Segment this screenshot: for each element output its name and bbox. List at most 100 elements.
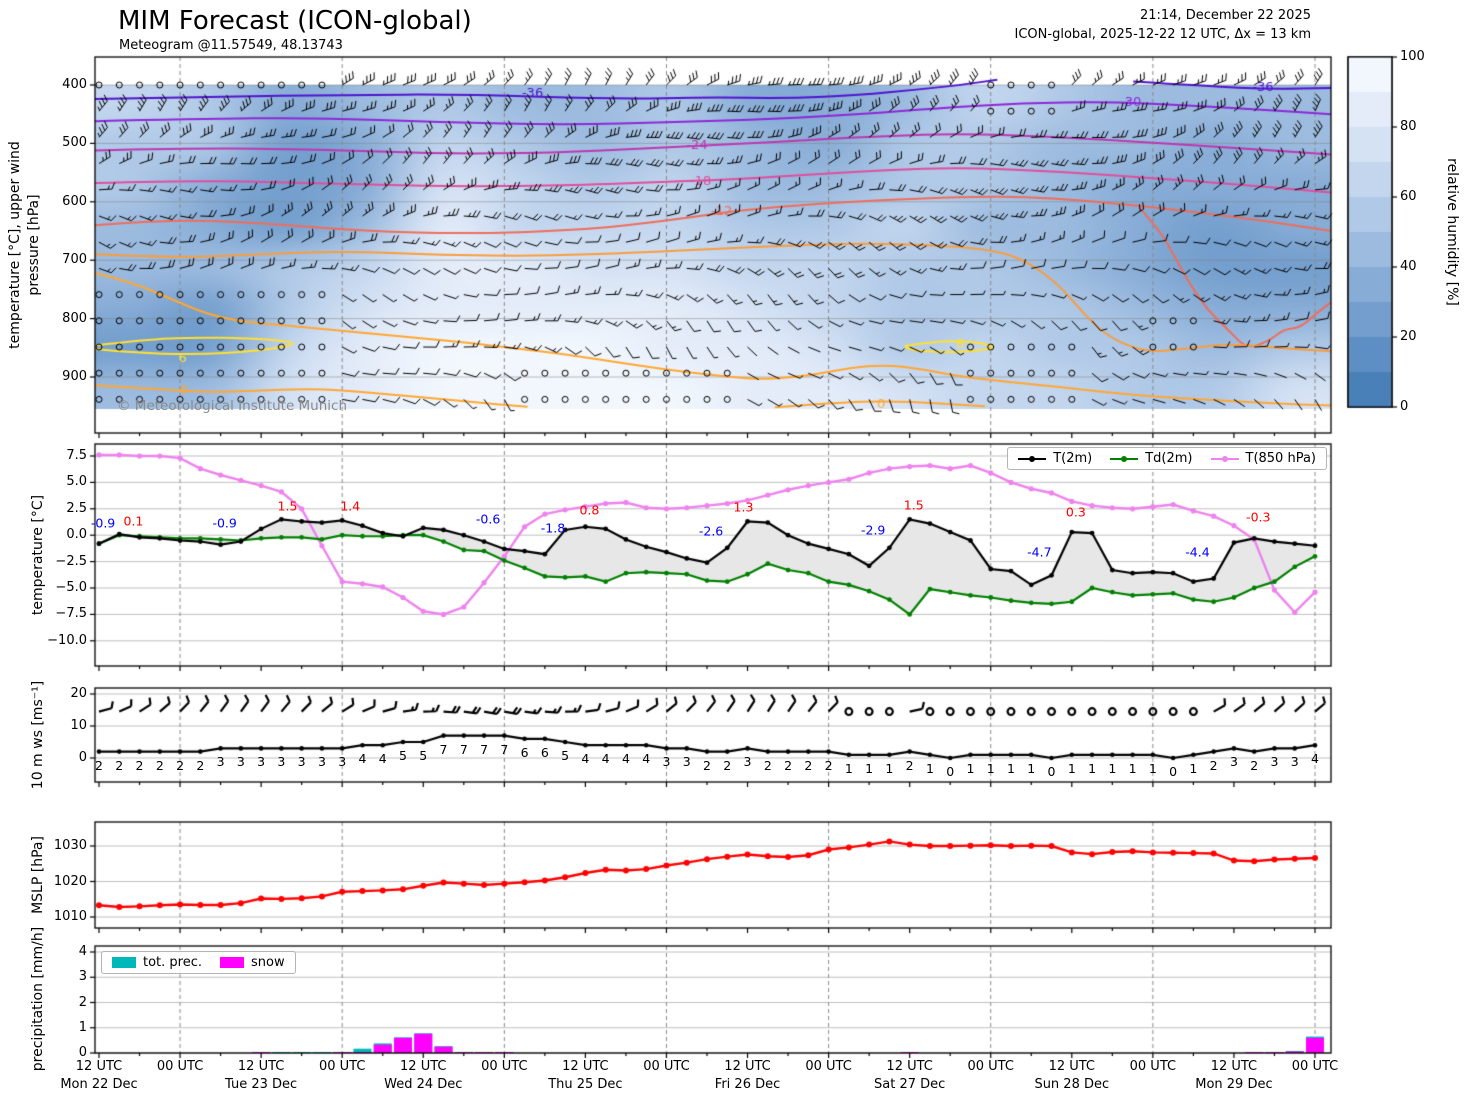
wind-speed-value-label: 4 (1311, 751, 1319, 767)
wind-speed-value-label: 0 (1169, 764, 1178, 779)
wind-speed-value-label: 1 (1148, 760, 1157, 776)
x-day-label: Thu 25 Dec (548, 1077, 623, 1092)
wind-speed-value-label: 3 (236, 754, 245, 770)
precipitation-legend: tot. prec. snow (101, 951, 296, 974)
wind-speed-value-label: 3 (317, 754, 326, 770)
x-tick-label: 00 UTC (1291, 1059, 1339, 1074)
x-tick-label: 00 UTC (805, 1059, 852, 1074)
precip-tick-label: 1 (78, 1019, 87, 1035)
daily-max-annotation: -0.3 (1246, 509, 1271, 525)
wind-speed-value-label: 3 (277, 754, 286, 770)
wind-speed-value-label: 1 (1027, 760, 1036, 776)
tot-prec-swatch-icon (112, 957, 136, 968)
legend-label-t850: T(850 hPa) (1245, 451, 1317, 466)
wind-speed-value-label: 3 (216, 754, 225, 770)
wind-speed-value-label: 4 (358, 751, 367, 767)
temperature-tick-label: 2.5 (66, 500, 87, 516)
legend-label-t2m: T(2m) (1053, 451, 1093, 466)
wind-speed-value-label: 3 (1229, 754, 1238, 770)
daily-max-annotation: 0.3 (1065, 504, 1086, 520)
subtitle-coordinates: Meteogram @11.57549, 48.13743 (119, 38, 343, 53)
wind-speed-value-label: 0 (946, 764, 955, 779)
x-tick-label: 12 UTC (75, 1059, 123, 1074)
legend-item-t2m: T(2m) (1018, 451, 1092, 466)
wind-speed-value-label: 7 (459, 741, 468, 757)
x-tick-label: 00 UTC (318, 1059, 366, 1074)
wind-speed-value-label: 1 (986, 760, 995, 776)
wind-speed-value-label: 3 (338, 754, 347, 770)
snow-swatch-icon (220, 957, 245, 968)
temperature-legend: T(2m) Td(2m) T(850 hPa) (1007, 447, 1327, 470)
daily-min-annotation: -0.9 (90, 515, 116, 531)
humidity-tick-label: 60 (1400, 189, 1417, 204)
humidity-tick-label: 40 (1400, 259, 1417, 274)
wind-speed-value-label: 2 (196, 757, 205, 773)
legend-label-snow: snow (251, 955, 285, 970)
temperature-tick-label: −10.0 (47, 632, 87, 648)
x-tick-label: 12 UTC (724, 1059, 771, 1074)
x-day-label: Mon 29 Dec (1195, 1077, 1273, 1092)
wind-speed-value-label: 1 (1067, 760, 1076, 776)
legend-label-td2m: Td(2m) (1145, 451, 1193, 466)
x-day-label: Fri 26 Dec (714, 1077, 781, 1092)
copyright-notice: © Meteorological Institute Munich (117, 398, 348, 414)
wind-tick-label: 10 (70, 718, 87, 733)
wind-speed-value-label: 4 (601, 751, 610, 767)
pressure-tick-label: 800 (62, 310, 87, 326)
mslp-tick-label: 1010 (53, 909, 87, 924)
daily-min-annotation: -0.6 (475, 511, 501, 527)
pressure-tick-label: 900 (62, 369, 87, 384)
t850-line-icon (1210, 455, 1239, 463)
x-tick-label: 00 UTC (967, 1059, 1014, 1074)
wind-speed-value-label: 4 (642, 751, 651, 767)
x-tick-label: 12 UTC (1048, 1059, 1096, 1074)
wind-speed-value-label: 3 (297, 754, 306, 770)
wind-speed-value-label: 7 (500, 741, 509, 757)
x-tick-label: 00 UTC (481, 1059, 528, 1074)
wind-speed-value-label: 1 (1007, 760, 1015, 776)
wind-speed-value-label: 4 (581, 751, 590, 767)
legend-item-totprec: tot. prec. (112, 955, 202, 970)
wind-speed-value-label: 2 (115, 757, 124, 773)
legend-item-t850: T(850 hPa) (1210, 451, 1317, 466)
precip-tick-label: 0 (78, 1045, 87, 1060)
wind-speed-value-label: 2 (95, 757, 103, 773)
daily-min-annotation: -2.6 (698, 523, 724, 539)
x-day-label: Tue 23 Dec (225, 1077, 298, 1092)
wind-tick-label: 0 (78, 750, 87, 765)
temperature-tick-label: 0.0 (66, 527, 87, 543)
wind-speed-value-label: 1 (925, 760, 934, 776)
wind-speed-value-label: 6 (540, 744, 549, 760)
pressure-tick-label: 600 (62, 193, 87, 209)
wind-speed-value-label: 2 (763, 757, 772, 773)
page-title: MIM Forecast (ICON-global) (118, 6, 472, 36)
wind-speed-value-label: 2 (784, 757, 793, 773)
wind-speed-value-label: 2 (723, 757, 732, 773)
daily-min-annotation: -4.7 (1027, 544, 1052, 560)
upper-air-ylabel-line2: pressure [hPa] (26, 194, 42, 296)
x-tick-label: 00 UTC (1129, 1059, 1177, 1074)
wind-speed-value-label: 3 (662, 754, 671, 770)
x-day-label: Wed 24 Dec (384, 1077, 463, 1092)
issue-time: 21:14, December 22 2025 (1139, 8, 1311, 23)
colorbar-label: relative humidity [%] (1444, 158, 1460, 306)
temperature-tick-label: 7.5 (66, 448, 87, 463)
humidity-tick-label: 80 (1400, 119, 1417, 134)
wind-speed-value-label: 4 (378, 751, 387, 767)
humidity-tick-label: 0 (1400, 399, 1409, 414)
daily-min-annotation: -2.9 (860, 522, 886, 538)
humidity-tick-label: 20 (1400, 329, 1417, 344)
x-day-label: Sat 27 Dec (874, 1077, 946, 1092)
wind-speed-value-label: 3 (743, 754, 752, 770)
legend-item-td2m: Td(2m) (1110, 451, 1193, 466)
wind-speed-value-label: 1 (1108, 760, 1117, 776)
daily-max-annotation: 1.5 (903, 497, 924, 513)
model-run-info: ICON-global, 2025-12-22 12 UTC, Δx = 13 … (1014, 27, 1311, 42)
wind-speed-value-label: 1 (1088, 760, 1097, 776)
x-tick-label: 12 UTC (886, 1059, 933, 1074)
daily-max-annotation: 0.1 (123, 513, 144, 529)
daily-min-annotation: -4.4 (1185, 544, 1210, 560)
pressure-tick-label: 400 (62, 77, 87, 92)
wind-speed-value-label: 1 (966, 760, 975, 776)
wind-speed-value-label: 5 (399, 748, 407, 763)
